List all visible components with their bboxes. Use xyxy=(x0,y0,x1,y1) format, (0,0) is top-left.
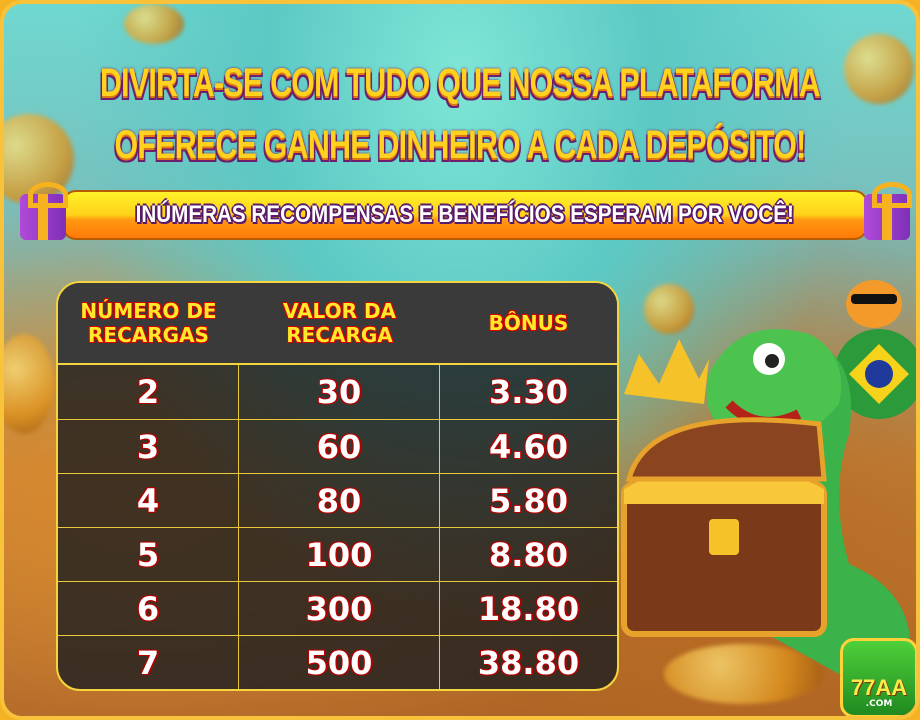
treasure-chest xyxy=(621,481,827,637)
headline-line-2: OFERECE GANHE DINHEIRO A CADA DEPÓSITO! xyxy=(114,123,806,167)
recharge-count: 7 xyxy=(58,635,239,689)
dragon-treasure-illustration xyxy=(621,280,916,674)
header-recharge-value: VALOR DA RECARGA xyxy=(239,283,440,365)
logo-suffix: .COM xyxy=(865,699,893,709)
table-row: 6 300 18.80 xyxy=(58,581,617,635)
recharge-value: 60 xyxy=(239,419,440,473)
chest-lid xyxy=(625,417,827,482)
bonus-value: 8.80 xyxy=(440,527,617,581)
dragon-pupil xyxy=(765,354,779,368)
chest-lock xyxy=(709,519,739,555)
recharge-count: 3 xyxy=(58,419,239,473)
coin-decoration xyxy=(664,644,824,704)
crown-icon xyxy=(624,339,709,404)
logo-name: 77AA xyxy=(850,675,908,700)
77aa-logo: 77AA .COM xyxy=(840,638,916,716)
recharge-value: 80 xyxy=(239,473,440,527)
coin-decoration xyxy=(644,284,694,334)
headline-line-1: DIVIRTA-SE COM TUDO QUE NOSSA PLATAFORMA xyxy=(99,61,821,105)
rewards-ribbon: INÚMERAS RECOMPENSAS E BENEFÍCIOS ESPERA… xyxy=(62,190,868,240)
coin-decoration xyxy=(4,334,54,434)
ribbon-text: INÚMERAS RECOMPENSAS E BENEFÍCIOS ESPERA… xyxy=(135,201,795,228)
header-bonus: BÔNUS xyxy=(440,283,617,365)
recharge-value: 30 xyxy=(239,365,440,419)
table-row: 4 80 5.80 xyxy=(58,473,617,527)
bonus-value: 3.30 xyxy=(489,373,568,411)
table-row: 3 60 4.60 xyxy=(58,419,617,473)
coin-decoration xyxy=(124,4,184,44)
coin-decoration xyxy=(844,34,914,104)
table-row: 7 500 38.80 xyxy=(58,635,617,689)
table-row: 2 30 3.30 xyxy=(58,365,617,419)
table-row: 5 100 8.80 xyxy=(58,527,617,581)
bonus-value: 38.80 xyxy=(440,635,617,689)
bonus-value: 5.80 xyxy=(440,473,617,527)
recharge-count: 5 xyxy=(58,527,239,581)
bonus-value: 4.60 xyxy=(440,419,617,473)
flag-globe xyxy=(865,360,893,388)
sunglasses-icon xyxy=(851,294,897,304)
gift-box-icon xyxy=(864,182,912,240)
recharge-value: 300 xyxy=(239,581,440,635)
recharge-count: 6 xyxy=(58,581,239,635)
recharge-value: 100 xyxy=(239,527,440,581)
header-recharge-count: NÚMERO DE RECARGAS xyxy=(58,283,239,365)
recharge-count: 4 xyxy=(58,473,239,527)
gift-box-icon xyxy=(20,182,68,240)
recharge-value: 500 xyxy=(239,635,440,689)
recharge-count: 2 xyxy=(58,365,239,419)
bonus-value: 18.80 xyxy=(440,581,617,635)
recharge-bonus-table: NÚMERO DE RECARGAS VALOR DA RECARGA BÔNU… xyxy=(56,281,619,691)
